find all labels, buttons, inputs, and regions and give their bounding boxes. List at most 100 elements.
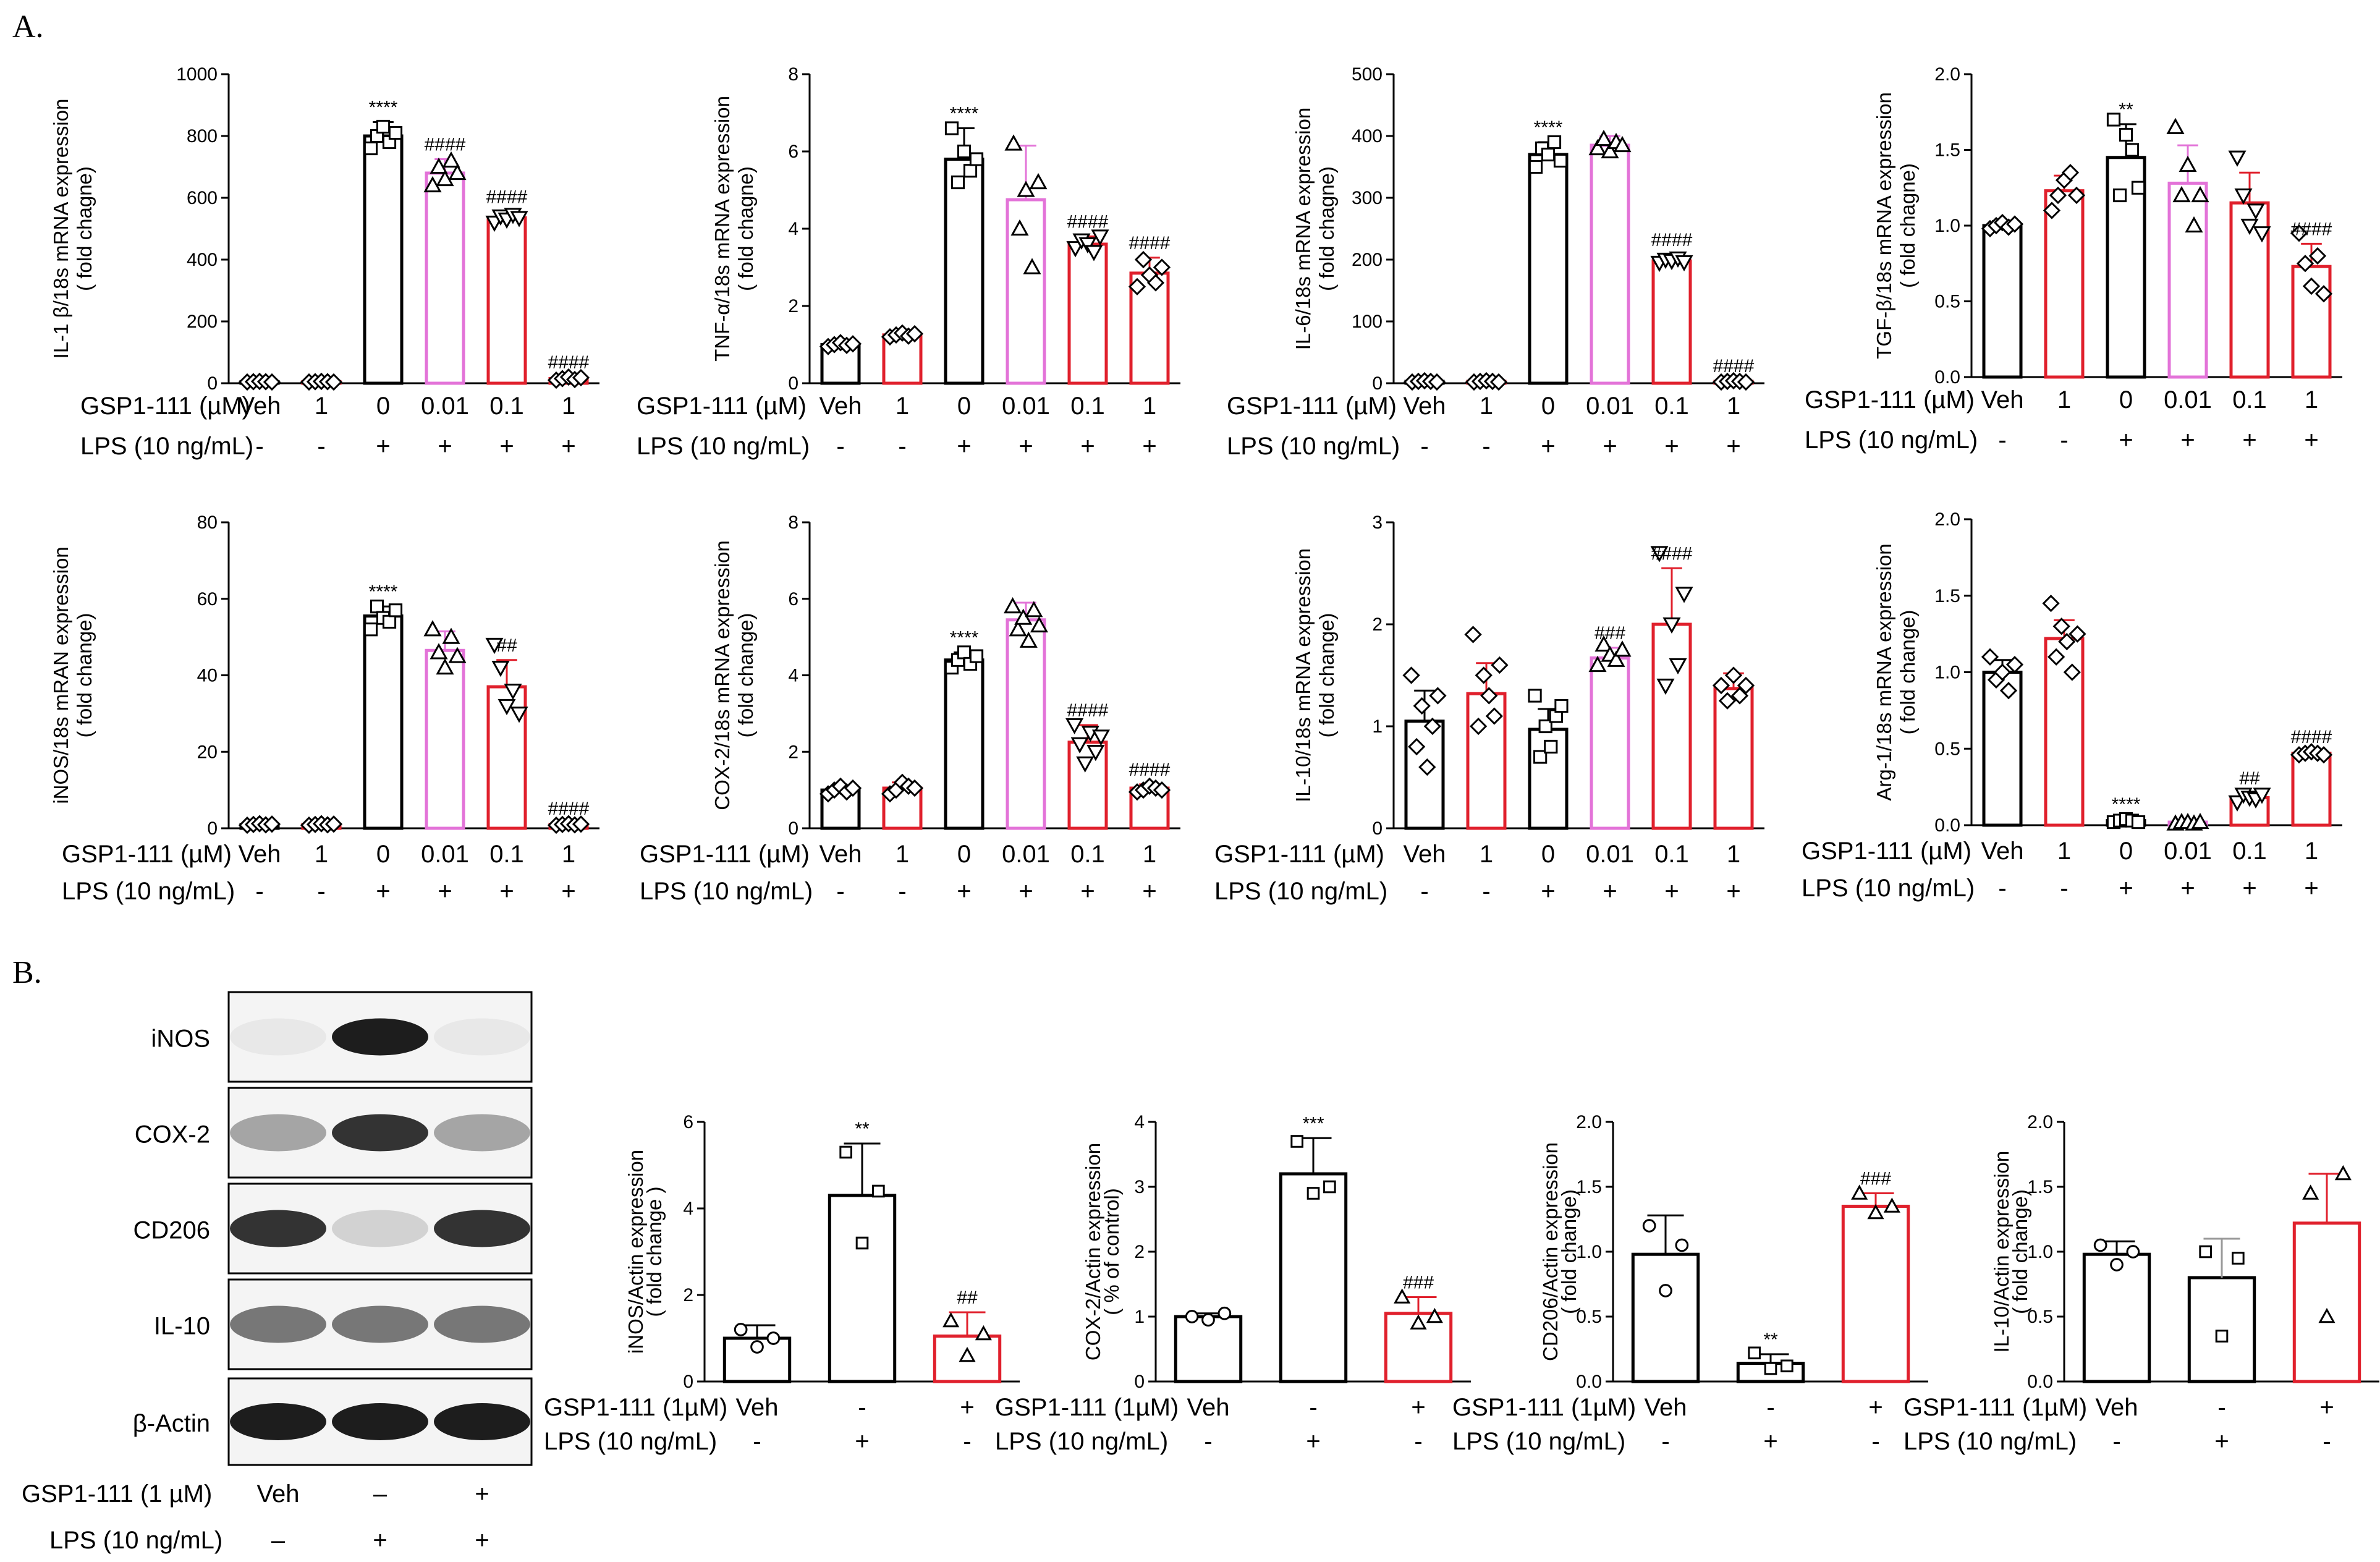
y-tick-label: 2.0 [1576,1112,1602,1132]
significance-label: *** [1302,1113,1324,1134]
data-point [1675,255,1693,272]
data-point [1999,682,2018,700]
blot-gsp-value: Veh [257,1480,300,1508]
data-point [382,614,397,629]
lps-value: - [1998,427,2006,454]
data-point [442,151,460,168]
y-axis-label: Arg-1/18s mRNA expression( fold change) [1873,543,1919,800]
blot-row-4: β-Actin [133,1377,533,1466]
data-point [1650,546,1669,562]
blot-band [434,1210,530,1247]
y-axis-label: iNOS/18s mRAN expression( fold change) [49,546,96,804]
data-point [1669,658,1687,675]
data-point [1076,756,1095,773]
significance-label: ** [1763,1330,1778,1350]
y-tick-label: 400 [187,250,218,270]
data-point [959,1346,976,1362]
data-point [1394,1288,1411,1304]
y-label-line: COX-2/18s mRNA expression [711,540,734,810]
lps-value: + [1080,433,1095,460]
y-tick-label: 600 [187,188,218,208]
bar [1006,198,1046,385]
lps-value: + [2180,875,2195,902]
blot-band-label: β-Actin [133,1410,210,1437]
gsp-value: 1 [1727,841,1740,868]
lps-value: - [317,433,325,460]
data-point [2126,1245,2140,1259]
y-tick-label: 0.5 [1934,292,1960,312]
blot-band [434,1114,530,1152]
significance-label: **** [369,582,398,602]
data-point [1737,676,1755,695]
gsp-value: 0 [1541,841,1555,868]
gsp-value: 1 [315,393,328,420]
data-point [2302,277,2321,295]
data-point [942,1312,960,1328]
blot-band [332,1305,428,1343]
chart-arg1: 0.0 0.5 1.0 1.5 2.0 Arg-1/18s mRNA expression… [1802,509,2342,902]
y-tick-label: 0 [683,1372,693,1392]
data-point [2302,1184,2319,1200]
y-tick-label: 2 [683,1285,693,1305]
data-point [1004,597,1022,614]
y-label-line: ( fold chagne) [734,166,757,291]
significance-label: #### [1129,233,1171,253]
gsp-row-label: GSP1-111 (µM) [62,841,232,868]
gsp-value: 1 [1143,393,1156,420]
blot-gsp-label: GSP1-111 (1 µM) [22,1480,212,1508]
data-point [2048,648,2065,666]
blot-lps-value: – [271,1527,286,1554]
lps-row-label: LPS (10 ng/mL) [1227,433,1400,460]
lps-value: + [1018,878,1033,905]
bar [828,1194,897,1383]
lps-value: + [2119,427,2133,454]
data-point [1218,1306,1232,1320]
lps-row-label: LPS (10 ng/mL) [640,878,813,905]
data-point [370,600,384,614]
data-point [1464,626,1482,643]
gsp-value: 0.1 [2232,838,2267,865]
y-label-line: ( fold change ) [643,1187,666,1317]
data-point [1851,1184,1868,1200]
lps-row-label: LPS (10 ng/mL) [1802,875,1975,902]
data-point [2296,255,2314,273]
data-point [1128,278,1146,295]
data-point [1553,153,1568,168]
y-label-line: ( fold change) [1557,1189,1580,1314]
y-tick-label: 4 [788,219,798,239]
bar [363,134,404,385]
gsp-row-label: GSP1-111 (µM) [1802,838,1971,865]
y-tick-label: 100 [1352,312,1383,332]
data-point [1489,373,1508,391]
lps-value: - [255,878,263,905]
data-point [2166,117,2185,134]
gsp-value: + [960,1394,974,1421]
data-point [1023,258,1041,274]
y-axis-label: CD206/Actin expression( fold change) [1539,1142,1580,1361]
data-point [2131,815,2146,830]
data-point [975,1325,992,1341]
data-point [1538,719,1552,734]
y-tick-label: 2.0 [1934,64,1960,85]
data-point [510,707,528,723]
data-point [324,373,343,391]
data-point [2061,164,2080,182]
data-point [388,125,403,140]
y-tick-label: 6 [788,589,798,609]
significance-label: ### [1403,1273,1434,1293]
gsp-value: 1 [1727,393,1740,420]
data-point [2049,186,2067,205]
gsp-row-label: GSP1-111 (µM) [637,393,807,420]
data-point [1724,666,1743,684]
data-point [2179,155,2197,172]
blot-lps-value: + [373,1527,387,1554]
y-tick-label: 6 [683,1112,693,1132]
data-point [1712,676,1730,695]
gsp-value: 0 [2119,386,2133,414]
significance-label: #### [1129,760,1171,780]
y-tick-label: 8 [788,512,798,533]
y-tick-label: 2 [1134,1242,1145,1262]
significance-label: #### [425,135,466,155]
lps-value: + [2304,875,2318,902]
data-point [1429,687,1447,705]
